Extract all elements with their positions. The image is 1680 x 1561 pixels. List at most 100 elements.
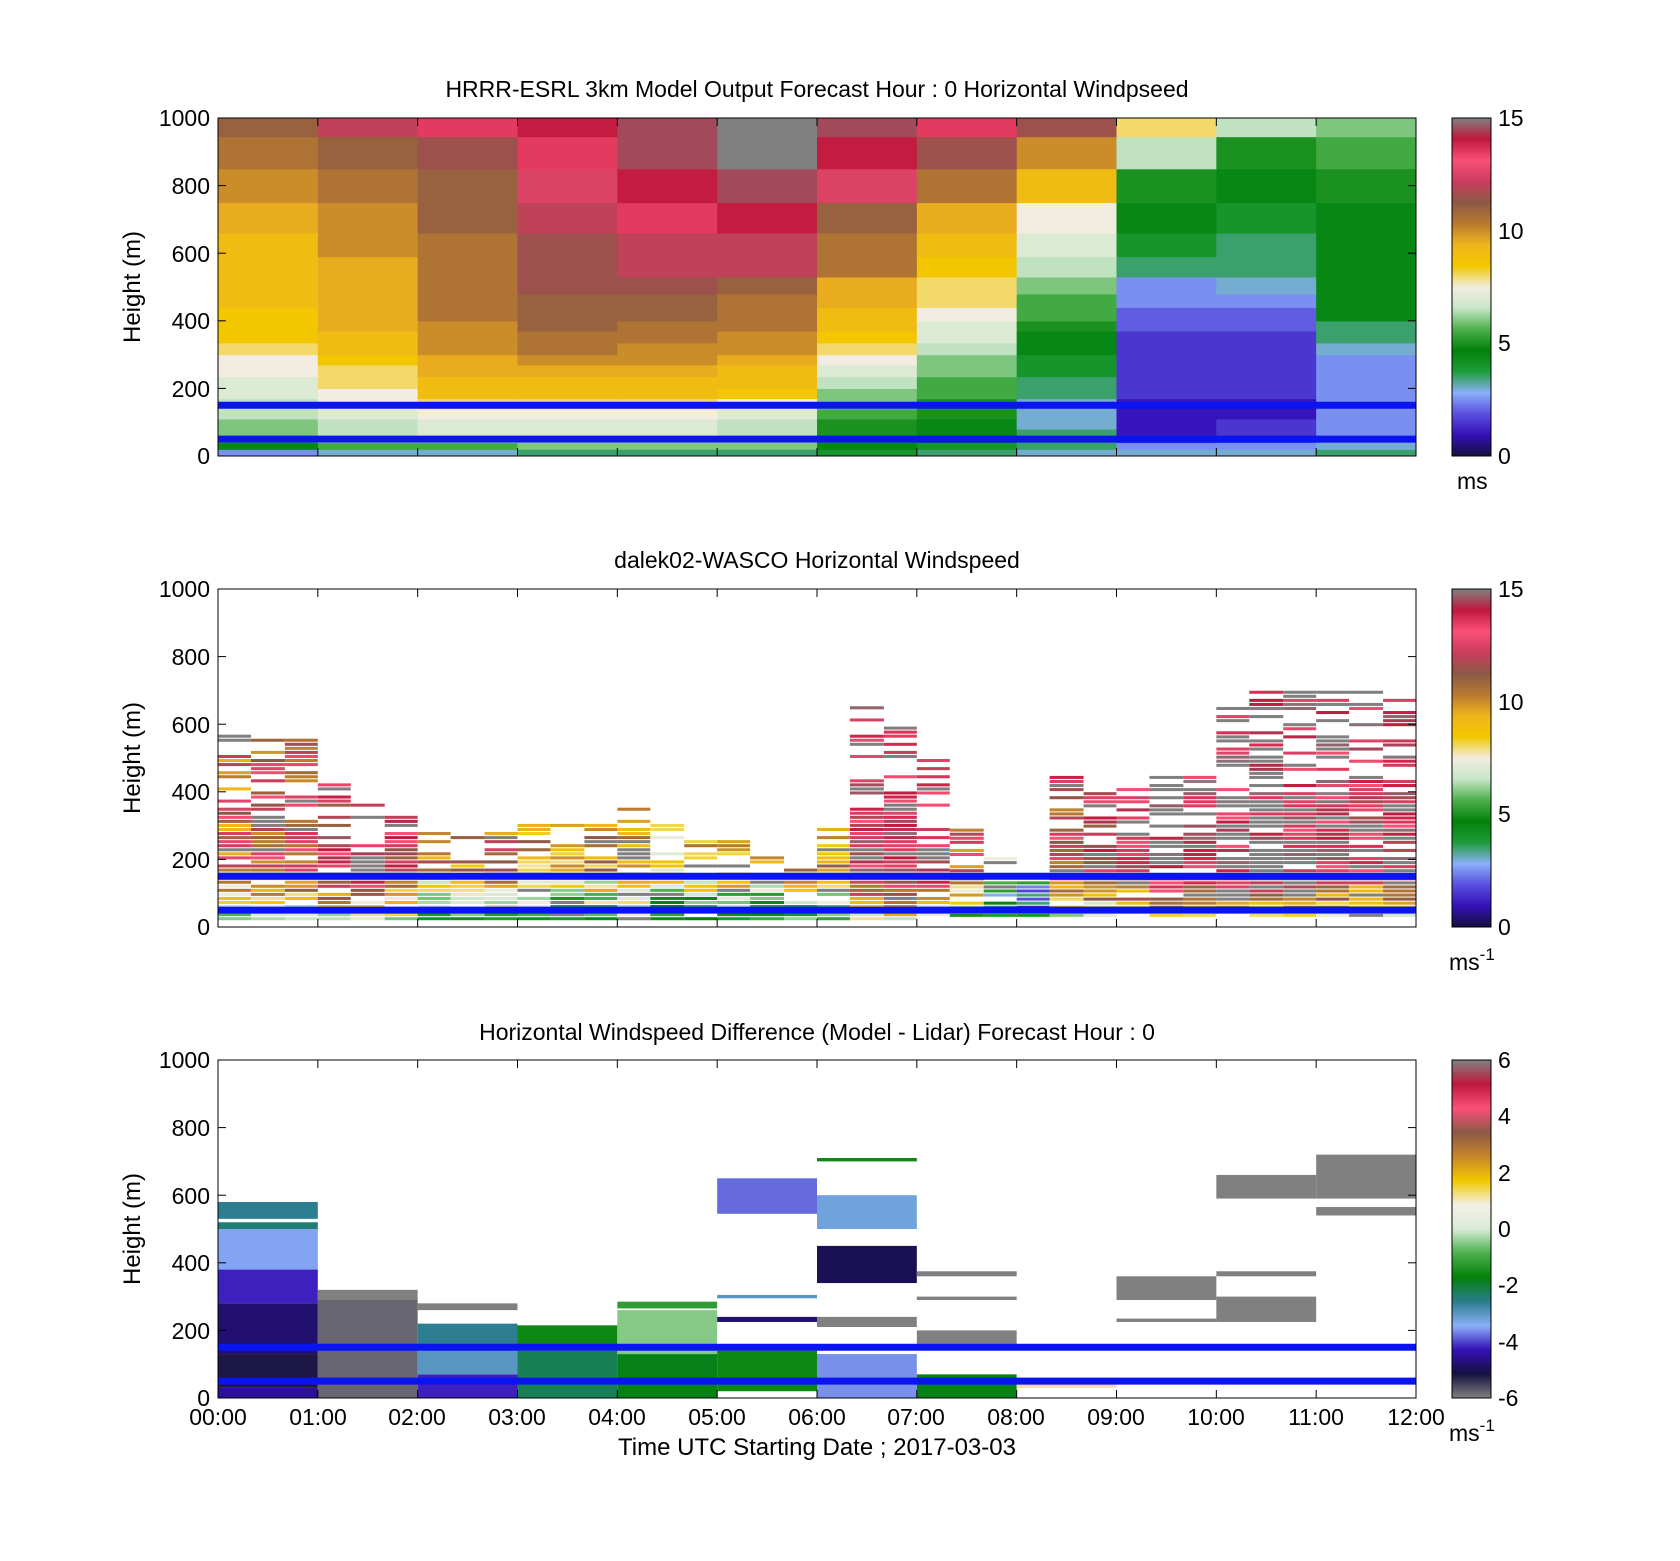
lidar-cell	[1183, 913, 1217, 917]
lidar-cell	[817, 888, 850, 892]
heatmap-cell	[417, 354, 519, 366]
heatmap-cell	[218, 408, 319, 420]
lidar-cell	[1349, 747, 1384, 751]
heatmap-cell	[916, 428, 1018, 437]
heatmap-cell	[717, 342, 818, 356]
lidar-cell	[1316, 702, 1350, 706]
heatmap-cell	[517, 364, 618, 378]
heatmap-cell	[317, 449, 419, 456]
lidar-cell	[883, 856, 917, 860]
lidar-cell	[1216, 857, 1250, 861]
lidar-cell	[1349, 779, 1384, 784]
lidar-cell	[250, 844, 285, 848]
lidar-cell	[1149, 852, 1184, 857]
lidar-cell	[949, 889, 984, 893]
y-axis-label: Height (m)	[119, 231, 146, 343]
lidar-cell	[1216, 763, 1250, 767]
lidar-cell	[817, 868, 850, 872]
y-axis-label: Height (m)	[119, 702, 146, 814]
lidar-cell	[1249, 913, 1284, 917]
heatmap-cell	[417, 168, 519, 204]
heatmap-cell	[916, 256, 1018, 278]
y-tick-label: 600	[172, 712, 210, 738]
difference-cell	[617, 1354, 718, 1398]
heatmap-cell	[1316, 168, 1416, 204]
lidar-cell	[1316, 901, 1350, 905]
heatmap-cell	[1316, 418, 1416, 430]
lidar-cell	[317, 795, 351, 799]
heatmap-cell	[317, 202, 419, 234]
lidar-cell	[1216, 897, 1250, 901]
heatmap-cell	[1116, 449, 1217, 456]
difference-cell	[1216, 1174, 1317, 1199]
lidar-cell	[849, 787, 884, 791]
lidar-cell	[1249, 775, 1284, 779]
lidar-cell	[717, 844, 751, 848]
heatmap-cell	[817, 168, 918, 204]
heatmap-cell	[1316, 118, 1416, 138]
heatmap-cell	[617, 442, 718, 450]
lidar-cell	[218, 832, 251, 836]
lidar-cell	[617, 860, 651, 864]
heatmap-cell	[218, 342, 319, 356]
lidar-cell	[218, 763, 251, 767]
lidar-cell	[1049, 779, 1084, 784]
lidar-cell	[484, 848, 518, 852]
lidar-cell	[1149, 812, 1184, 816]
lidar-cell	[584, 864, 618, 868]
lidar-cell	[1183, 832, 1217, 836]
lidar-cell	[1283, 784, 1317, 788]
lidar-cell	[883, 860, 917, 864]
lidar-cell	[1349, 881, 1384, 885]
panel-difference: Horizontal Windspeed Difference (Model -…	[119, 1019, 1519, 1461]
heatmap-cell	[617, 307, 718, 322]
difference-cell	[218, 1222, 318, 1229]
lidar-cell	[1316, 832, 1350, 836]
y-tick-label: 400	[172, 1250, 210, 1276]
lidar-cell	[916, 868, 950, 872]
heatmap-cell	[317, 168, 419, 204]
lidar-cell	[350, 864, 385, 868]
lidar-cell	[949, 881, 984, 885]
lidar-cell	[784, 884, 817, 888]
lidar-cell	[849, 880, 884, 884]
lidar-cell	[849, 840, 884, 844]
difference-cell	[218, 1229, 318, 1270]
lidar-cell	[849, 888, 884, 892]
lidar-cell	[717, 840, 751, 844]
heatmap-cell	[1016, 342, 1118, 356]
lidar-cell	[517, 868, 551, 872]
lidar-cell	[1383, 885, 1416, 889]
lidar-cell	[849, 856, 884, 860]
heatmap-cell	[1116, 202, 1217, 234]
x-tick-label: 00:00	[189, 1404, 247, 1430]
lidar-cell	[1183, 852, 1217, 857]
lidar-cell	[949, 840, 984, 844]
lidar-cell	[1349, 820, 1384, 824]
lidar-cell	[949, 913, 984, 917]
y-axis-ticks: 0 200 400 600 800 1000	[159, 105, 210, 469]
lidar-cell	[1383, 901, 1416, 905]
lidar-cell	[517, 896, 551, 900]
lidar-cell	[1216, 885, 1250, 889]
lidar-cell	[484, 913, 518, 917]
heatmap-cell	[417, 307, 519, 322]
lidar-cell	[1349, 889, 1384, 893]
lidar-cell	[1316, 861, 1350, 865]
y-tick-label: 0	[197, 1385, 210, 1411]
colorbar-unit: ms-1	[1449, 1416, 1495, 1446]
colorbar-tick-label: 5	[1498, 801, 1511, 827]
lidar-cell	[849, 779, 884, 783]
lidar-cell	[1083, 796, 1117, 800]
lidar-cell	[1149, 913, 1184, 917]
lidar-cell	[484, 884, 518, 888]
lidar-cell	[817, 836, 850, 840]
heatmap-cell	[517, 408, 618, 420]
lidar-cell	[883, 811, 917, 815]
heatmap-cell	[717, 449, 818, 456]
lidar-cell	[1316, 779, 1350, 784]
lidar-cell	[517, 888, 551, 892]
lidar-cell	[218, 848, 251, 852]
lidar-cell	[484, 896, 518, 900]
lidar-cell	[817, 900, 850, 905]
